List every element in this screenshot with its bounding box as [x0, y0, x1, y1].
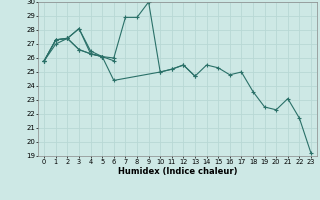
- X-axis label: Humidex (Indice chaleur): Humidex (Indice chaleur): [118, 167, 237, 176]
